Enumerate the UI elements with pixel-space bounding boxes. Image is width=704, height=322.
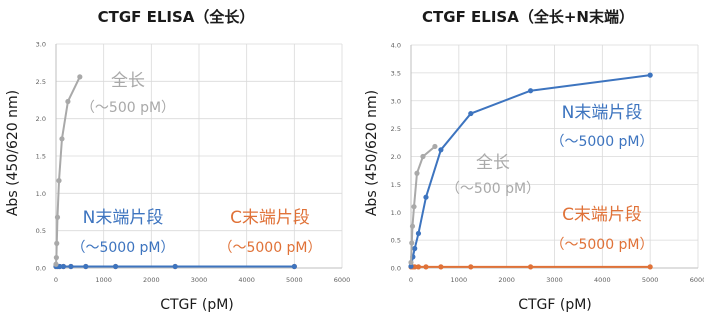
y-tick-label: 2.5 [391, 125, 401, 133]
series-sublabel-cfrag: （～5000 pM） [218, 240, 321, 256]
data-point-full [54, 240, 60, 246]
data-point-cfrag [438, 264, 444, 270]
y-tick-label: 3.5 [391, 69, 401, 77]
data-point-full [409, 223, 416, 229]
data-point-full [420, 153, 426, 160]
data-point-cfrag [423, 264, 429, 270]
data-point-nfrag [291, 263, 297, 270]
data-point-full [408, 259, 414, 266]
x-tick-label: 1000 [451, 276, 468, 284]
data-point-nfrag [68, 263, 74, 270]
x-tick-label: 4000 [238, 276, 255, 284]
x-tick-label: 3000 [191, 276, 208, 284]
data-point-full [53, 254, 59, 261]
data-point-cfrag [415, 264, 422, 270]
data-point-nfrag [438, 147, 444, 153]
data-point-full [65, 98, 71, 105]
data-point-full [432, 143, 438, 150]
data-point-full [77, 74, 83, 80]
chart-plot: 0 1000 2000 3000 4000 5000 6000 0.0 0.5 1.0 1.5 2.0… [391, 42, 704, 285]
x-tick-label: 6000 [690, 276, 704, 284]
chart-plot: 0 1000 2000 3000 4000 5000 6000 0.0 0.5 1.0 1.5 2.0… [36, 41, 351, 285]
series-sublabel-cfrag: （～5000 pM） [550, 237, 653, 253]
series-nfrag [408, 72, 653, 269]
series-sublabel-full: （～500 pM） [81, 100, 175, 116]
series-label-nfrag: N末端片段 [562, 103, 643, 123]
y-tick-label: 1.0 [36, 190, 46, 198]
data-point-nfrag [83, 263, 89, 270]
gridlines [410, 44, 699, 269]
series-full [53, 74, 83, 267]
series-label-full: 全长 [476, 153, 510, 173]
y-tick-label: 3.0 [36, 41, 46, 49]
data-point-nfrag [647, 72, 653, 78]
x-tick-label: 2000 [498, 276, 515, 284]
y-tick-label: 2.0 [36, 115, 46, 123]
y-tick-label: 4.0 [391, 42, 401, 50]
chart-panel-full-length: CTGF ELISA（全长） Abs (450/620 nm) 0 1000 200… [5, 8, 351, 313]
data-point-full [59, 136, 65, 142]
data-point-nfrag [423, 194, 429, 200]
x-tick-label: 6000 [334, 276, 351, 284]
data-point-nfrag [60, 263, 67, 270]
data-point-nfrag [408, 263, 414, 269]
x-axis-label: CTGF (pM) [518, 297, 592, 313]
y-tick-label: 1.5 [391, 181, 401, 189]
x-tick-label: 3000 [546, 276, 563, 284]
y-tick-label: 2.0 [391, 153, 401, 161]
series-full [408, 143, 438, 266]
data-point-full [414, 170, 420, 176]
y-tick-label: 0.0 [391, 265, 401, 273]
series-line-full [55, 76, 81, 265]
series-nfrag [53, 263, 297, 270]
data-point-nfrag [172, 263, 178, 270]
data-point-nfrag [112, 263, 119, 270]
x-axis-label: CTGF (pM) [160, 297, 234, 313]
data-point-nfrag [468, 110, 474, 117]
chart-title: CTGF ELISA（全长） [97, 8, 255, 26]
data-point-cfrag [468, 264, 474, 270]
y-tick-label: 1.5 [36, 153, 46, 161]
x-tick-label: 5000 [286, 276, 303, 284]
series-label-full: 全长 [111, 71, 145, 91]
data-point-cfrag [527, 264, 534, 270]
series-label-cfrag: C末端片段 [230, 208, 310, 228]
data-point-full [54, 214, 61, 220]
series-sublabel-nfrag: （～5000 pM） [71, 240, 174, 256]
y-tick-label: 3.0 [391, 97, 401, 105]
data-point-nfrag [412, 245, 418, 252]
data-point-full [53, 261, 59, 267]
data-point-nfrag [415, 230, 422, 237]
data-point-cfrag [647, 264, 653, 270]
y-tick-label: 1.0 [391, 209, 401, 217]
y-tick-label: 0.0 [36, 265, 46, 273]
series-sublabel-nfrag: （～5000 pM） [550, 134, 653, 150]
x-tick-label: 0 [409, 276, 413, 284]
chart-title: CTGF ELISA（全长+N末端） [422, 8, 634, 26]
x-tick-label: 2000 [143, 276, 160, 284]
data-point-full [56, 178, 62, 184]
series-cfrag [408, 264, 653, 270]
x-tick-label: 4000 [594, 276, 611, 284]
x-tick-label: 5000 [642, 276, 659, 284]
y-tick-label: 0.5 [391, 237, 401, 245]
series-label-nfrag: N末端片段 [83, 208, 164, 228]
x-tick-label: 0 [54, 276, 58, 284]
y-tick-label: 0.5 [36, 227, 46, 235]
y-tick-label: 2.5 [36, 78, 46, 86]
data-point-nfrag [527, 88, 534, 94]
series-sublabel-full: （～500 pM） [446, 181, 540, 197]
x-tick-label: 1000 [95, 276, 112, 284]
chart-panel-full-and-n-terminal: CTGF ELISA（全长+N末端） Abs (450/620 nm) 0 100… [352, 0, 704, 322]
data-point-full [409, 240, 415, 246]
series-label-cfrag: C末端片段 [562, 205, 642, 225]
gridlines [55, 43, 343, 269]
data-point-full [411, 204, 417, 210]
